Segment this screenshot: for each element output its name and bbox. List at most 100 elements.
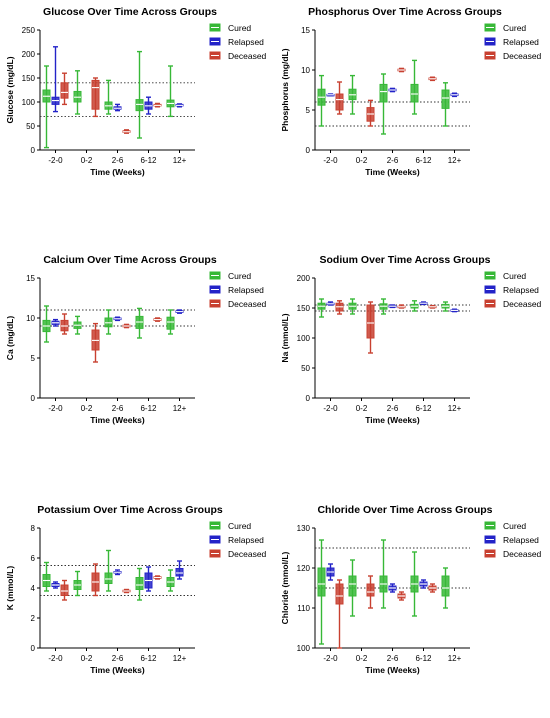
x-tick-label: 12+ (448, 654, 462, 663)
legend-label: Relapsed (228, 285, 264, 295)
x-tick-label: -2-0 (323, 654, 338, 663)
x-tick-label: 0-2 (356, 654, 368, 663)
box (410, 83, 419, 103)
chart-title: Sodium Over Time Across Groups (319, 254, 491, 266)
y-tick-label: 150 (22, 74, 36, 83)
legend-label: Cured (228, 271, 251, 281)
x-axis-title: Time (Weeks) (90, 415, 145, 425)
x-tick-label: 12+ (173, 156, 187, 165)
x-tick-label: 2-6 (112, 654, 124, 663)
glucose-chart-panel: Glucose Over Time Across Groups 0 50 100 15… (0, 0, 275, 220)
phosphorus-chart: 0 5 10 15 -2-0 0-2 2-6 6-12 12+ Time (Weeks) Phosp… (280, 23, 542, 177)
y-tick-label: 0 (306, 146, 311, 155)
box (366, 583, 375, 597)
y-tick-label: 5 (31, 354, 36, 363)
y-tick-label: 100 (22, 98, 36, 107)
x-axis-title: Time (Weeks) (90, 167, 145, 177)
legend-label: Cured (228, 521, 251, 531)
chloride-chart-panel: Chloride Over Time Across Groups 100 110 1… (275, 498, 550, 718)
phosphorus-chart-panel: Phosphorus Over Time Across Groups 0 5 10 1… (275, 0, 550, 220)
y-tick-label: 0 (31, 644, 36, 653)
y-tick-label: 10 (26, 314, 35, 323)
chart-title: Calcium Over Time Across Groups (43, 254, 217, 266)
y-tick-label: 8 (31, 524, 36, 533)
calcium-chart-panel: Calcium Over Time Across Groups 0 5 10 15 -2… (0, 248, 275, 468)
x-tick-label: 2-6 (387, 404, 399, 413)
box (175, 568, 184, 577)
chart-title: Potassium Over Time Across Groups (37, 504, 223, 516)
y-tick-label: 6 (31, 554, 36, 563)
y-axis-title: Chloride (mmol/L) (280, 551, 290, 624)
y-tick-label: 15 (301, 26, 310, 35)
chart-title: Chloride Over Time Across Groups (317, 504, 493, 516)
y-tick-label: 100 (297, 334, 311, 343)
y-tick-label: 15 (26, 274, 35, 283)
y-tick-label: 200 (297, 274, 311, 283)
box (60, 584, 69, 596)
legend-label: Relapsed (228, 535, 264, 545)
y-tick-label: 50 (301, 364, 310, 373)
y-axis-title: Na (mmol/L) (280, 313, 290, 362)
x-tick-label: 6-12 (140, 156, 157, 165)
legend-label: Relapsed (503, 535, 539, 545)
sodium-chart: 0 50 100 150 200 -2-0 0-2 2-6 6-12 12+ Time (Weeks… (280, 271, 542, 425)
x-tick-label: -2-0 (48, 404, 63, 413)
legend-label: Cured (503, 521, 526, 531)
x-tick-label: 12+ (448, 404, 462, 413)
x-axis-title: Time (Weeks) (365, 665, 420, 675)
x-axis-title: Time (Weeks) (365, 167, 420, 177)
y-axis-title: Ca (mg/dL) (5, 316, 15, 361)
calcium-chart: 0 5 10 15 -2-0 0-2 2-6 6-12 12+ Time (Weeks) Ca (m… (5, 271, 267, 425)
legend-label: Cured (503, 271, 526, 281)
y-tick-label: 250 (22, 26, 36, 35)
y-axis-title: Phosphorus (mg/dL) (280, 48, 290, 131)
box (441, 89, 450, 109)
y-tick-label: 150 (297, 304, 311, 313)
chloride-chart: 100 110 120 130 -2-0 0-2 2-6 6-12 12+ Time (Weeks… (280, 521, 542, 675)
x-tick-label: -2-0 (323, 156, 338, 165)
sodium-chart-panel: Sodium Over Time Across Groups 0 50 100 150… (275, 248, 550, 468)
box (317, 567, 326, 597)
y-tick-label: 10 (301, 66, 310, 75)
legend-label: Deceased (503, 549, 542, 559)
y-tick-label: 130 (297, 524, 311, 533)
box (379, 83, 388, 103)
box (91, 79, 100, 110)
legend-label: Relapsed (228, 37, 264, 47)
legend-label: Relapsed (503, 37, 539, 47)
x-axis-title: Time (Weeks) (90, 665, 145, 675)
legend-label: Deceased (228, 299, 267, 309)
y-tick-label: 2 (31, 614, 36, 623)
legend-label: Deceased (503, 51, 542, 61)
x-tick-label: 0-2 (356, 404, 368, 413)
potassium-chart: 0 2 4 6 8 -2-0 0-2 2-6 6-12 12+ Time (Weeks) K (mmo… (5, 521, 267, 675)
x-tick-label: 6-12 (140, 654, 157, 663)
box (135, 99, 144, 112)
x-tick-label: 0-2 (81, 404, 93, 413)
box (441, 575, 450, 597)
x-tick-label: 2-6 (387, 654, 399, 663)
box (348, 575, 357, 597)
legend-label: Deceased (228, 549, 267, 559)
x-tick-label: 12+ (173, 654, 187, 663)
chart-title: Phosphorus Over Time Across Groups (308, 6, 502, 18)
x-tick-label: 2-6 (387, 156, 399, 165)
y-tick-label: 0 (31, 146, 36, 155)
x-axis-title: Time (Weeks) (365, 415, 420, 425)
y-axis-title: K (mmol/L) (5, 566, 15, 611)
legend-label: Deceased (228, 51, 267, 61)
x-tick-label: 6-12 (415, 654, 432, 663)
glucose-chart: 0 50 100 150 200 250 -2-0 0-2 2-6 6-12 12+ Time (We… (5, 23, 267, 177)
x-tick-label: 12+ (448, 156, 462, 165)
box (366, 304, 375, 339)
legend-label: Cured (503, 23, 526, 33)
y-tick-label: 100 (297, 644, 311, 653)
x-tick-label: -2-0 (48, 156, 63, 165)
x-tick-label: 0-2 (356, 156, 368, 165)
y-tick-label: 0 (31, 394, 36, 403)
legend-label: Cured (228, 23, 251, 33)
x-tick-label: 6-12 (415, 404, 432, 413)
y-tick-label: 5 (306, 106, 311, 115)
x-tick-label: 6-12 (415, 156, 432, 165)
x-tick-label: 0-2 (81, 156, 93, 165)
